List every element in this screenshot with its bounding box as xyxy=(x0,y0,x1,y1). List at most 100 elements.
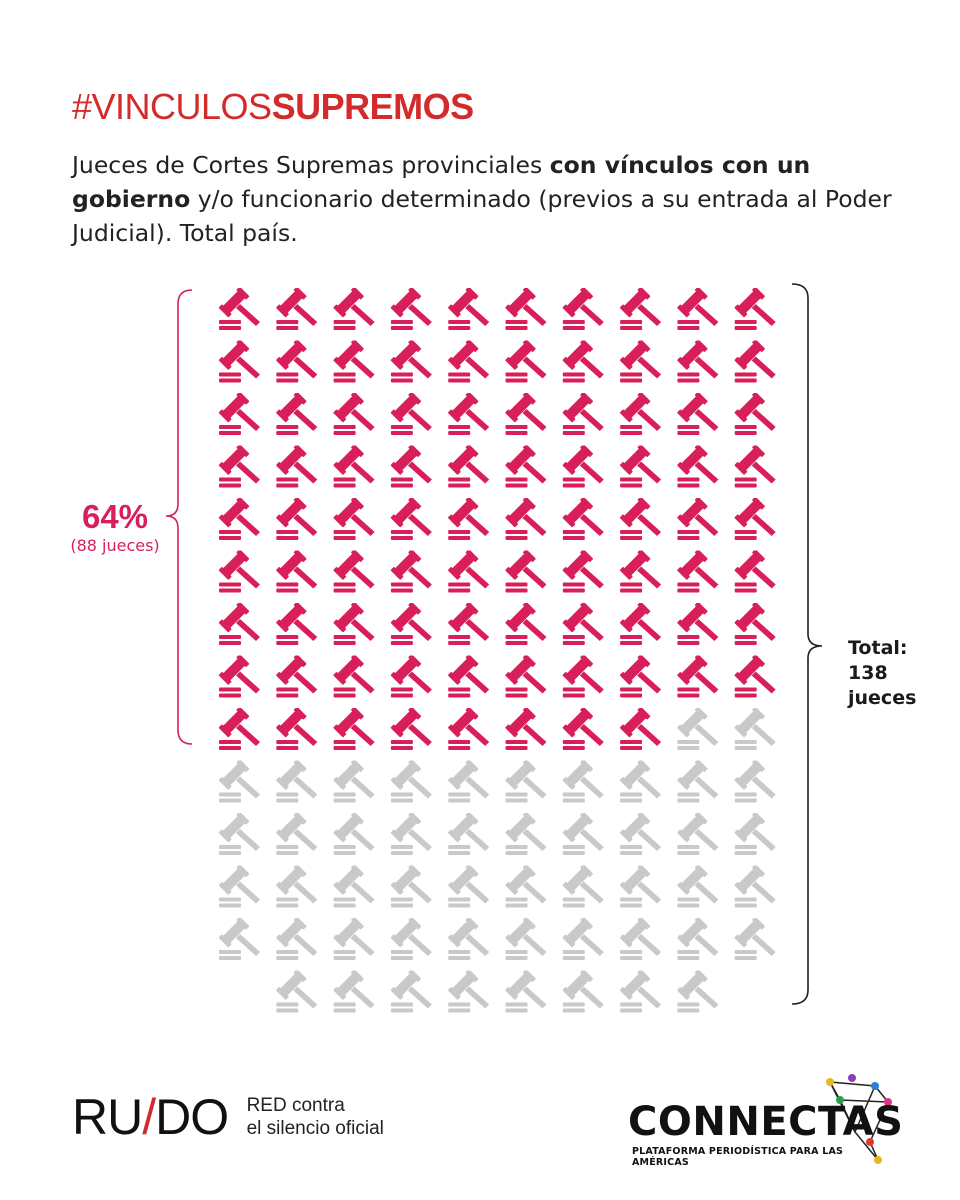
gavel-icon xyxy=(390,970,432,1013)
gavel-icon xyxy=(562,760,604,803)
gavel-icon xyxy=(619,970,662,1013)
gavel-icon xyxy=(390,918,432,960)
gavel-icon-highlighted xyxy=(504,445,547,488)
gavel-icon-highlighted xyxy=(390,288,432,330)
gavel-icon-highlighted xyxy=(218,655,260,698)
gavel-icon-highlighted xyxy=(390,655,432,698)
gavel-icon-highlighted xyxy=(390,603,432,645)
gavel-icon xyxy=(390,760,432,803)
gavel-icon xyxy=(619,760,662,803)
percent-annotation: 64% (88 jueces) xyxy=(60,498,170,555)
gavel-icon xyxy=(333,813,375,855)
percent-detail: (88 jueces) xyxy=(70,536,160,555)
gavel-icon xyxy=(447,918,490,960)
gavel-icon-highlighted xyxy=(275,550,318,593)
gavel-icon xyxy=(504,813,547,855)
gavel-icon xyxy=(218,760,260,803)
connectas-wordmark: CONNECTAS xyxy=(628,1099,904,1145)
gavel-icon-highlighted xyxy=(504,708,547,750)
gavel-icon xyxy=(676,918,719,960)
subtitle-bold: con vínculos con un gobierno xyxy=(72,151,811,213)
ruido-wordmark: RU/DO xyxy=(72,1089,229,1145)
gavel-icon-highlighted xyxy=(619,340,662,383)
ruido-tag-line1: RED contra xyxy=(246,1095,345,1116)
gavel-icon xyxy=(390,865,432,908)
chart-subtitle: Jueces de Cortes Supremas provinciales c… xyxy=(72,148,932,250)
gavel-icon-highlighted xyxy=(333,393,375,435)
gavel-icon xyxy=(734,708,776,750)
gavel-icon-highlighted xyxy=(218,340,260,383)
gavel-icon-highlighted xyxy=(333,550,375,593)
gavel-icon xyxy=(275,813,318,855)
gavel-icon xyxy=(504,918,547,960)
gavel-icon xyxy=(447,760,490,803)
subtitle-part2: y/o funcionario determinado (previos a s… xyxy=(72,185,892,247)
hashtag-bold: SUPREMOS xyxy=(271,86,475,127)
gavel-icon-highlighted xyxy=(218,603,260,645)
gavel-icon xyxy=(734,760,776,803)
hashtag-prefix: #VINCULOS xyxy=(72,86,272,127)
gavel-icon xyxy=(275,970,318,1013)
gavel-icon xyxy=(447,813,490,855)
gavel-icon-highlighted xyxy=(562,445,604,488)
ruido-logo: RU/DO RED contra el silencio oficial xyxy=(72,1086,384,1148)
gavel-icon-highlighted xyxy=(676,498,719,540)
gavel-icon xyxy=(676,970,719,1013)
gavel-icon-highlighted xyxy=(734,603,776,645)
connectas-logo: CONNECTAS PLATAFORMA PERIODÍSTICA PARA L… xyxy=(628,1099,904,1168)
ruido-tagline: RED contra el silencio oficial xyxy=(247,1086,384,1140)
gavel-icon-highlighted xyxy=(504,288,547,330)
gavel-icon xyxy=(218,813,260,855)
gavel-icon xyxy=(218,865,260,908)
gavel-icon-highlighted xyxy=(390,708,432,750)
gavel-icon-highlighted xyxy=(734,498,776,540)
gavel-icon-highlighted xyxy=(676,393,719,435)
total-line1: Total: xyxy=(848,637,908,659)
gavel-icon-highlighted xyxy=(447,498,490,540)
gavel-icon-highlighted xyxy=(447,288,490,330)
gavel-icon xyxy=(619,865,662,908)
gavel-icon-highlighted xyxy=(390,550,432,593)
gavel-icon xyxy=(562,970,604,1013)
gavel-icon-highlighted xyxy=(218,288,260,330)
gavel-icon xyxy=(447,970,490,1013)
icon-grid xyxy=(218,288,776,1013)
gavel-icon-highlighted xyxy=(619,393,662,435)
gavel-icon-highlighted xyxy=(504,498,547,540)
connectas-network-icon xyxy=(826,1074,892,1164)
gavel-icon-highlighted xyxy=(447,550,490,593)
gavel-icon-highlighted xyxy=(275,708,318,750)
gavel-icon xyxy=(562,865,604,908)
gavel-icon xyxy=(562,813,604,855)
gavel-icon-highlighted xyxy=(619,708,662,750)
gavel-icon-highlighted xyxy=(504,550,547,593)
gavel-icon-highlighted xyxy=(333,340,375,383)
gavel-icon-highlighted xyxy=(504,393,547,435)
gavel-icon xyxy=(275,918,318,960)
gavel-icon-highlighted xyxy=(447,655,490,698)
gavel-icon-highlighted xyxy=(562,340,604,383)
gavel-icon-highlighted xyxy=(734,393,776,435)
gavel-icon xyxy=(676,865,719,908)
gavel-icon-highlighted xyxy=(275,288,318,330)
gavel-icon-highlighted xyxy=(619,288,662,330)
gavel-icon xyxy=(333,918,375,960)
gavel-icon-highlighted xyxy=(447,393,490,435)
gavel-icon-highlighted xyxy=(562,708,604,750)
gavel-icon xyxy=(275,760,318,803)
gavel-icon xyxy=(676,813,719,855)
total-line3: jueces xyxy=(848,687,917,709)
gavel-icon-highlighted xyxy=(619,655,662,698)
gavel-icon-highlighted xyxy=(333,498,375,540)
gavel-icon-highlighted xyxy=(333,655,375,698)
gavel-icon-highlighted xyxy=(218,550,260,593)
gavel-icon-highlighted xyxy=(447,708,490,750)
total-annotation: Total: 138 jueces xyxy=(848,636,916,711)
percent-value: 64% xyxy=(81,498,149,535)
gavel-icon-highlighted xyxy=(390,445,432,488)
gavel-icon-highlighted xyxy=(562,655,604,698)
gavel-icon-highlighted xyxy=(734,340,776,383)
gavel-icon-highlighted xyxy=(447,340,490,383)
gavel-icon-highlighted xyxy=(447,603,490,645)
